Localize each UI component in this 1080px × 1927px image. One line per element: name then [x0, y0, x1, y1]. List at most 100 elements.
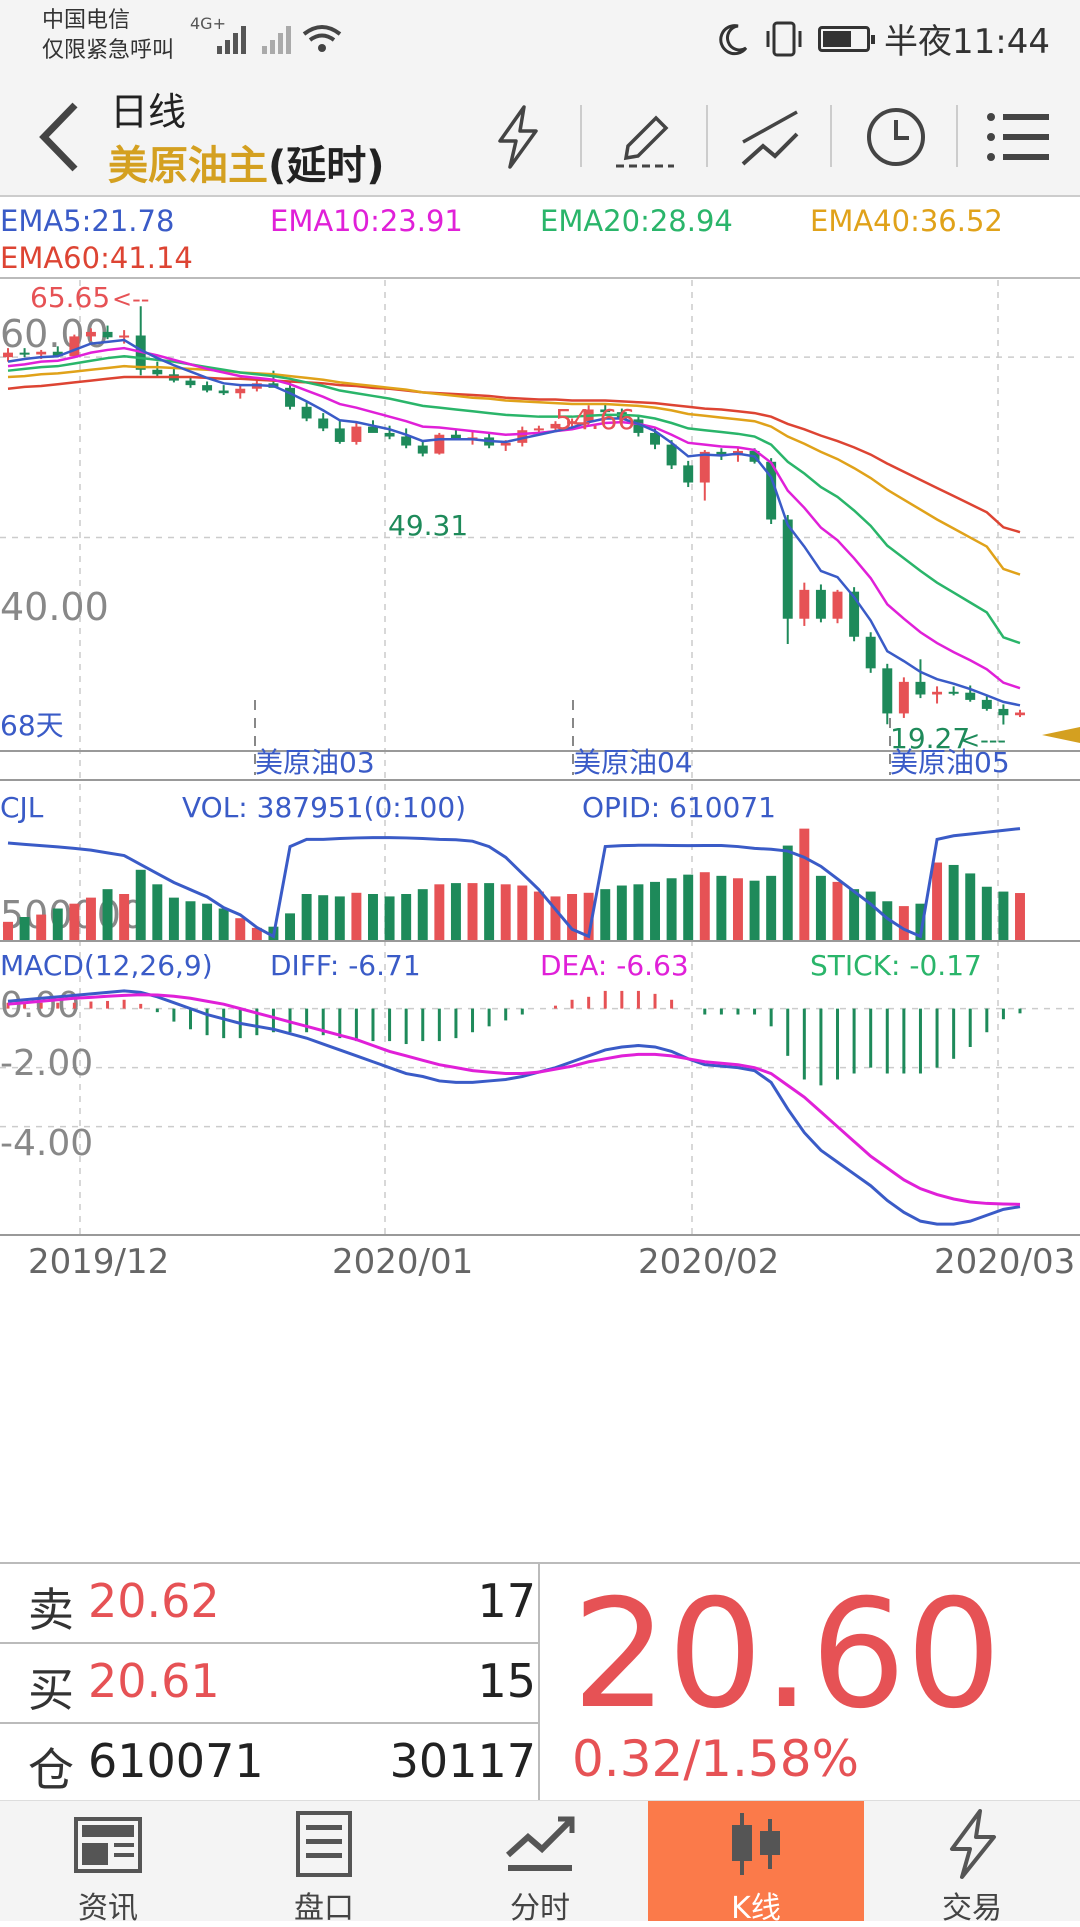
- macd-dea-value: DEA: -6.63: [540, 949, 689, 982]
- candle-body: [832, 591, 843, 619]
- volume-bar: [550, 896, 561, 940]
- x-tick-label: 2020/02: [638, 1242, 779, 1282]
- volume-bar: [218, 908, 229, 940]
- candle-body: [36, 351, 47, 355]
- volume-bar: [666, 878, 677, 940]
- contract-label-03[interactable]: 美原油03: [255, 746, 375, 779]
- nav-trade[interactable]: 交易: [864, 1801, 1080, 1926]
- macd-stick-value: STICK: -0.17: [810, 949, 982, 982]
- volume-bar: [915, 903, 926, 940]
- signal-wifi-icon: [217, 25, 342, 54]
- volume-bar: [36, 914, 47, 940]
- volume-bar: [583, 892, 594, 940]
- draw-button[interactable]: [605, 97, 685, 177]
- candle-body: [185, 380, 196, 386]
- candle-body: [301, 406, 312, 419]
- contract-label-04[interactable]: 美原油04: [573, 746, 693, 779]
- trendline-button[interactable]: [730, 97, 810, 177]
- volume-bar: [683, 874, 694, 940]
- kline-chart[interactable]: EMA5:21.78 EMA10:23.91 EMA20:28.94 EMA40…: [0, 195, 1080, 1560]
- bid-qty: 15: [477, 1654, 536, 1708]
- nav-intraday[interactable]: 分时: [432, 1801, 648, 1926]
- volume-bar: [965, 873, 976, 940]
- carrier-name: 中国电信: [42, 8, 131, 33]
- candle-body: [849, 591, 860, 637]
- lightning-button[interactable]: [478, 97, 558, 177]
- ema5-line: [7, 338, 1021, 707]
- volume-bar: [434, 884, 445, 940]
- quote-divider: [538, 1564, 540, 1802]
- opid-line: [7, 827, 1021, 939]
- ask-qty: 17: [477, 1574, 536, 1628]
- candle-body: [434, 434, 445, 454]
- candle-body: [567, 421, 578, 424]
- ema-legend: EMA5:21.78 EMA10:23.91 EMA20:28.94 EMA40…: [0, 204, 1003, 275]
- volume-bar: [799, 828, 810, 940]
- nav-intraday-label: 分时: [510, 1891, 570, 1926]
- x-tick-label: 2020/03: [934, 1242, 1075, 1282]
- candle-body: [119, 335, 130, 338]
- candle-body: [19, 352, 30, 355]
- candle-body: [202, 385, 213, 391]
- ema5-label: EMA5:21.78: [0, 204, 174, 238]
- macd-panel-title: MACD(12,26,9): [0, 949, 213, 982]
- candle-body: [633, 419, 644, 433]
- volume-bar: [368, 894, 378, 940]
- candle-body: [318, 418, 329, 429]
- volume-bar: [417, 889, 428, 940]
- oi-value: 610071: [88, 1734, 264, 1788]
- bottom-navigation: 资讯 盘口 分时 K线 交易: [0, 1800, 1080, 1926]
- volume-bar: [716, 875, 727, 940]
- candle-body: [932, 691, 943, 695]
- macd-y-label: -4.00: [0, 1123, 93, 1164]
- candle-body: [52, 351, 63, 357]
- news-icon: [74, 1817, 142, 1873]
- volume-bar: [500, 884, 511, 940]
- volume-bar: [168, 897, 179, 940]
- candlesticks: [3, 306, 1025, 725]
- ask-row[interactable]: 卖 20.62 17: [0, 1564, 538, 1644]
- candle-body: [699, 451, 710, 483]
- bid-row[interactable]: 买 20.61 15: [0, 1644, 538, 1724]
- volume-bar: [467, 883, 478, 940]
- candle-body: [235, 388, 246, 394]
- nav-orderbook[interactable]: 盘口: [216, 1801, 432, 1926]
- candle-body: [550, 423, 561, 429]
- toolbar-divider: [830, 105, 832, 167]
- x-tick-label: 2020/01: [332, 1242, 473, 1282]
- ask-price: 20.62: [88, 1574, 220, 1628]
- candle-body: [683, 465, 694, 483]
- ask-label: 卖: [28, 1583, 74, 1637]
- open-interest-row: 仓 610071 30117: [0, 1724, 538, 1802]
- toolbar-divider: [956, 105, 958, 167]
- high-price-mark: 65.65: [30, 281, 110, 314]
- opid-value: OPID: 610071: [582, 791, 776, 824]
- menu-button[interactable]: [978, 97, 1058, 177]
- back-chevron-icon[interactable]: [30, 97, 90, 177]
- ema10-label: EMA10:23.91: [270, 204, 463, 238]
- ema40-label: EMA40:36.52: [810, 204, 1003, 238]
- macd-y-label: -2.00: [0, 1043, 93, 1084]
- nav-kline[interactable]: K线: [648, 1801, 864, 1926]
- volume-bar: [1015, 893, 1025, 940]
- nav-news[interactable]: 资讯: [0, 1801, 216, 1926]
- volume-bar: [235, 918, 246, 940]
- volume-bar: [749, 880, 760, 940]
- time-button[interactable]: [856, 97, 936, 177]
- volume-bar: [351, 892, 362, 940]
- pencil-icon: [616, 115, 674, 168]
- candle-body: [3, 352, 13, 358]
- contract-label-05[interactable]: 美原油05: [890, 746, 1010, 779]
- volume-bar: [517, 885, 528, 940]
- clock-time: 半夜11:44: [884, 22, 1050, 62]
- oi-label: 仓: [28, 1743, 74, 1797]
- nav-kline-label: K线: [731, 1891, 781, 1926]
- volume-bar: [948, 864, 959, 940]
- instrument-name: 美原油主: [108, 143, 268, 189]
- macd-diff-line: [7, 989, 1021, 1226]
- nav-news-label: 资讯: [78, 1891, 138, 1926]
- volume-panel-title: CJL: [0, 791, 44, 824]
- candle-body: [915, 681, 926, 695]
- candle-body: [948, 691, 959, 694]
- candle-body: [799, 589, 810, 619]
